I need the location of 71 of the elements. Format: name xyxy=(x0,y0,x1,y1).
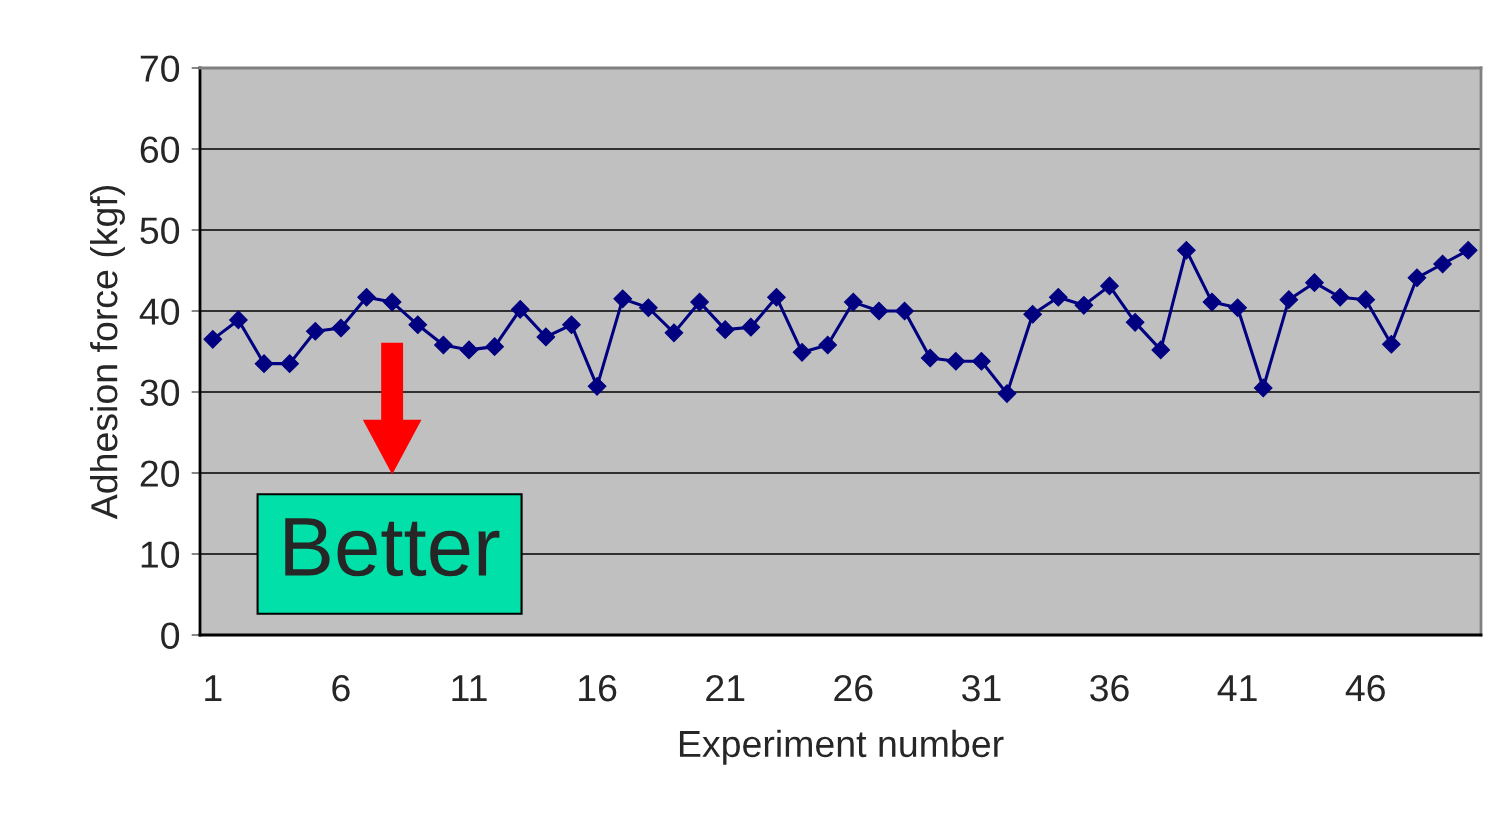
point xyxy=(1330,287,1350,307)
point xyxy=(331,318,351,338)
point xyxy=(792,342,812,362)
y-tick-label: 30 xyxy=(140,379,180,406)
point xyxy=(767,287,786,307)
point xyxy=(638,298,658,318)
point xyxy=(203,329,223,349)
point xyxy=(972,351,991,371)
point xyxy=(229,310,248,330)
x-axis-title: Experiment number xyxy=(679,729,1004,765)
point xyxy=(587,376,607,396)
point xyxy=(741,317,761,337)
point xyxy=(1253,378,1273,398)
point xyxy=(408,315,428,335)
point xyxy=(536,327,556,347)
point xyxy=(1125,312,1145,332)
x-tick-label: 31 xyxy=(961,674,1001,702)
point xyxy=(510,300,530,319)
point xyxy=(1177,240,1196,260)
point xyxy=(382,292,402,312)
point xyxy=(485,337,504,356)
y-tick-label: 0 xyxy=(161,622,180,649)
point xyxy=(613,289,633,309)
y-tick-label: 70 xyxy=(140,55,180,82)
point xyxy=(1279,290,1299,310)
point xyxy=(305,321,325,341)
point xyxy=(434,335,453,355)
point xyxy=(1305,273,1324,293)
point xyxy=(1433,254,1452,274)
point xyxy=(1202,292,1222,312)
point xyxy=(818,335,838,355)
x-tick-label: 1 xyxy=(205,675,222,702)
point xyxy=(1356,290,1376,310)
x-tick-label: 46 xyxy=(1345,674,1385,702)
point xyxy=(869,301,889,321)
y-tick-label: 50 xyxy=(140,217,180,244)
point xyxy=(920,348,940,368)
y-tick-label: 20 xyxy=(140,460,180,487)
point xyxy=(843,292,863,312)
point xyxy=(254,354,274,374)
point xyxy=(1048,287,1068,307)
y-tick-label: 40 xyxy=(139,298,180,325)
point xyxy=(1100,276,1119,296)
y-tick-label: 10 xyxy=(141,541,180,568)
point xyxy=(895,301,914,321)
point xyxy=(357,287,376,307)
point xyxy=(664,323,684,343)
point xyxy=(1151,340,1171,360)
point xyxy=(459,340,479,360)
x-tick-label: 6 xyxy=(332,674,350,702)
point xyxy=(1458,240,1478,260)
point xyxy=(997,384,1017,403)
point xyxy=(562,315,581,335)
x-tick-label: 26 xyxy=(834,674,873,702)
point xyxy=(946,351,966,371)
annotation: Better xyxy=(285,518,500,577)
x-tick-label: 11 xyxy=(452,675,487,702)
point xyxy=(1228,298,1247,318)
point xyxy=(280,354,300,374)
point xyxy=(715,320,735,339)
y-tick-label: 60 xyxy=(140,136,180,163)
x-tick-label: 41 xyxy=(1217,675,1257,702)
point xyxy=(1074,295,1094,315)
point xyxy=(1381,334,1401,354)
x-tick-label: 21 xyxy=(706,674,745,702)
x-tick-label: 36 xyxy=(1090,674,1129,702)
point xyxy=(690,292,709,312)
x-tick-label: 16 xyxy=(579,674,617,702)
y-axis-title: Adhesion force (kgf) xyxy=(90,186,125,520)
point xyxy=(1023,304,1043,324)
point xyxy=(1407,268,1427,288)
